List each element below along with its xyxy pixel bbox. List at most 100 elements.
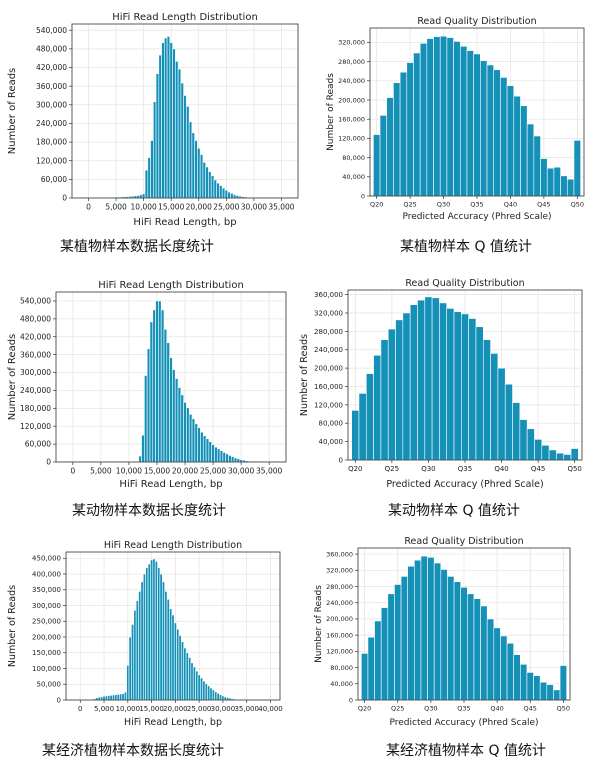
y-tick-label: 360,000 — [326, 550, 353, 558]
y-tick-label: 120,000 — [338, 135, 365, 143]
bar — [154, 561, 158, 701]
bar — [159, 573, 163, 701]
bar — [141, 193, 146, 199]
bar — [493, 69, 501, 197]
bar — [211, 444, 215, 463]
y-tick-label: 200,000 — [314, 365, 343, 373]
bar — [231, 456, 235, 463]
x-axis-label: HiFi Read Length, bp — [124, 717, 222, 728]
y-axis-label: Number of Reads — [299, 334, 310, 416]
y-axis-label: Number of Reads — [7, 334, 18, 421]
chart-title: HiFi Read Length Distribution — [104, 540, 242, 551]
y-tick-label: 360,000 — [314, 291, 343, 299]
bar — [173, 622, 177, 701]
x-tick-label: 20,000 — [172, 467, 198, 476]
y-tick-label: 80,000 — [330, 664, 353, 672]
x-tick-label: 20,000 — [163, 705, 188, 713]
bar — [553, 689, 561, 701]
bar — [183, 647, 187, 701]
y-tick-label: 60,000 — [41, 175, 67, 184]
bar — [504, 383, 513, 461]
bar — [114, 694, 118, 701]
bar — [199, 154, 204, 199]
bar — [387, 328, 396, 461]
x-tick-label: 15,000 — [144, 467, 170, 476]
bar — [126, 665, 130, 701]
y-tick-label: 320,000 — [314, 309, 343, 317]
bar — [180, 394, 184, 463]
bar — [152, 309, 156, 463]
y-tick-label: 480,000 — [36, 44, 67, 53]
bar — [197, 427, 201, 463]
bar — [539, 681, 548, 701]
bar — [453, 581, 461, 701]
chart-title: Read Quality Distribution — [417, 16, 536, 27]
bar — [400, 576, 408, 701]
bar — [424, 296, 433, 461]
x-tick-label: 25,000 — [213, 203, 239, 212]
bar — [194, 140, 198, 199]
chart-title: HiFi Read Length Distribution — [98, 280, 244, 291]
y-tick-label: 540,000 — [20, 297, 51, 306]
bar — [197, 147, 201, 199]
y-tick-label: 350,000 — [32, 586, 61, 594]
bar — [171, 614, 175, 701]
bar — [447, 576, 455, 701]
x-tick-label: Q20 — [348, 465, 362, 473]
y-tick-label: 120,000 — [326, 648, 353, 656]
bar — [420, 555, 428, 701]
bar — [97, 696, 101, 701]
x-axis-label: Predicted Accuracy (Phred Scale) — [386, 479, 543, 490]
y-tick-label: 0 — [46, 458, 51, 467]
y-tick-label: 280,000 — [338, 58, 365, 66]
bar — [161, 42, 165, 199]
bar — [221, 695, 225, 701]
caption-econ-plant-length: 某经济植物样本数据长度统计 — [42, 743, 224, 759]
y-tick-label: 420,000 — [20, 332, 51, 341]
bar — [387, 593, 395, 701]
caption-animal-length: 某动物样本数据长度统计 — [72, 503, 226, 519]
bar — [500, 77, 508, 197]
bar — [373, 134, 381, 197]
bar — [453, 41, 461, 197]
bar — [213, 179, 217, 199]
chart-animal-quality: Q20 Q25 Q30 Q35 Q40 Q45 Q50 0 40,000 80,000 120,00… — [296, 276, 592, 490]
bar — [166, 36, 171, 199]
bar — [175, 60, 179, 199]
bar — [194, 423, 198, 463]
y-tick-label: 0 — [349, 696, 353, 704]
chart-title: Read Quality Distribution — [405, 278, 524, 289]
bar — [473, 598, 481, 701]
bar — [162, 581, 165, 701]
x-tick-label: 30,000 — [241, 203, 267, 212]
x-tick-label: 5,000 — [90, 467, 112, 476]
bar — [419, 43, 428, 197]
bar — [380, 339, 389, 461]
bar — [202, 680, 206, 701]
y-tick-label: 160,000 — [314, 383, 343, 391]
x-tick-label: 20,000 — [186, 203, 212, 212]
bar — [533, 135, 541, 197]
bar — [379, 115, 388, 197]
bar — [191, 132, 195, 199]
bar — [102, 695, 106, 701]
bar — [174, 378, 179, 463]
chart-svg: 0 5,000 10,000 15,000 20,000 25,000 30,000 35,0… — [7, 280, 287, 490]
bar — [216, 693, 220, 701]
x-tick-label: Q50 — [557, 705, 570, 713]
bar — [486, 64, 495, 197]
bar — [232, 194, 237, 199]
bar — [164, 591, 168, 701]
bar — [188, 413, 193, 463]
x-tick-label: Q25 — [391, 705, 404, 713]
bar — [181, 641, 184, 701]
y-tick-label: 240,000 — [20, 386, 51, 395]
bar — [433, 562, 442, 701]
bar — [214, 691, 218, 701]
y-tick-label: 200,000 — [32, 633, 61, 641]
bar — [146, 348, 151, 463]
bar — [490, 353, 499, 461]
bar — [192, 666, 196, 701]
y-axis-label: Number of Reads — [7, 68, 18, 155]
plot-frame — [65, 551, 281, 701]
